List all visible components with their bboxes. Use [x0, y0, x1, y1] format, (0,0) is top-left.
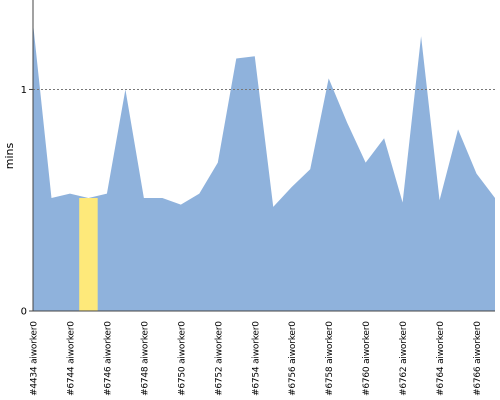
x-tick-label: #6758 aiworker0: [325, 321, 335, 396]
y-ticks: 01: [21, 85, 33, 318]
x-tick-label: #6762 aiworker0: [399, 321, 409, 396]
x-tick-label: #6750 aiworker0: [177, 321, 187, 396]
x-tick-label: #6748 aiworker0: [140, 321, 150, 396]
series-area-layer: [33, 23, 495, 311]
x-tick-label: #6760 aiworker0: [362, 321, 372, 396]
x-tick-label: #6744 aiworker0: [66, 321, 76, 396]
axes: [32, 0, 495, 312]
x-tick-label: #6764 aiworker0: [436, 321, 446, 396]
y-tick-label: 0: [21, 307, 27, 318]
x-tick-label: #6754 aiworker0: [251, 321, 261, 396]
x-tick-label: #6756 aiworker0: [288, 321, 298, 396]
y-tick-label: 1: [21, 85, 27, 96]
x-tick-label: #6752 aiworker0: [214, 321, 224, 396]
x-tick-label: #6766 aiworker0: [473, 321, 483, 396]
x-tick-label: #4434 aiworker0: [30, 321, 40, 396]
highlight-bar[interactable]: [79, 198, 98, 311]
y-axis-label: mins: [3, 142, 16, 169]
series-area: [33, 23, 495, 311]
highlight-layer: [79, 198, 98, 311]
x-tick-label: #6746 aiworker0: [103, 321, 113, 396]
x-ticks: #4434 aiworker0 #6744 aiworker0 #6746 aiwo…: [30, 321, 484, 396]
